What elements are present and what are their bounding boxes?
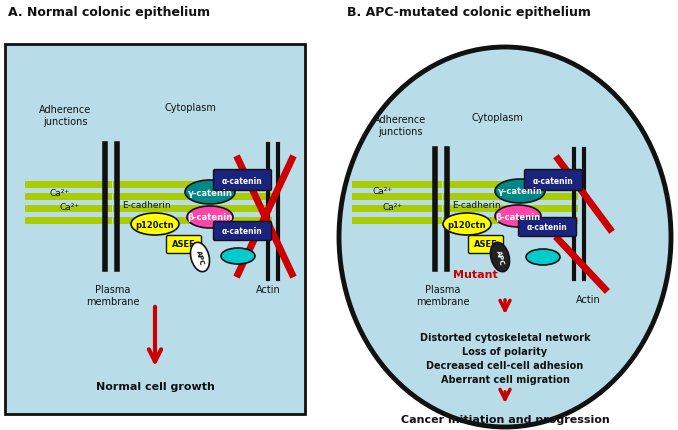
- Text: Decreased cell-cell adhesion: Decreased cell-cell adhesion: [426, 360, 584, 370]
- Text: Mutant: Mutant: [453, 269, 498, 280]
- Ellipse shape: [187, 206, 233, 228]
- Ellipse shape: [131, 214, 179, 236]
- Text: A. Normal colonic epithelium: A. Normal colonic epithelium: [8, 6, 210, 19]
- Text: Ca²⁺: Ca²⁺: [383, 202, 403, 211]
- Text: γ-catenin: γ-catenin: [498, 187, 542, 196]
- Text: ASEF: ASEF: [172, 240, 196, 249]
- Text: Loss of polarity: Loss of polarity: [462, 346, 548, 356]
- Text: B. APC-mutated colonic epithelium: B. APC-mutated colonic epithelium: [347, 6, 591, 19]
- Text: E-cadherin: E-cadherin: [122, 200, 171, 209]
- Text: Ca²⁺: Ca²⁺: [60, 203, 80, 212]
- FancyBboxPatch shape: [214, 222, 271, 241]
- Text: Adherence
junctions: Adherence junctions: [374, 115, 426, 136]
- Text: Cancer initiation and progression: Cancer initiation and progression: [401, 414, 610, 424]
- Text: Plasma
membrane: Plasma membrane: [86, 284, 140, 306]
- Text: ASEF: ASEF: [474, 240, 498, 249]
- Ellipse shape: [490, 243, 510, 272]
- Text: p120ctn: p120ctn: [447, 220, 486, 229]
- FancyBboxPatch shape: [214, 170, 271, 191]
- Text: Normal cell growth: Normal cell growth: [96, 381, 214, 391]
- FancyBboxPatch shape: [167, 236, 201, 254]
- Text: Actin: Actin: [576, 294, 601, 304]
- Text: γ-catenin: γ-catenin: [188, 188, 233, 197]
- Text: β-catenin: β-catenin: [187, 213, 233, 222]
- Text: α-catenin: α-catenin: [222, 176, 262, 185]
- FancyBboxPatch shape: [468, 236, 504, 254]
- Text: Cytoplasm: Cytoplasm: [471, 113, 523, 123]
- Ellipse shape: [185, 181, 235, 205]
- Text: Actin: Actin: [256, 284, 281, 294]
- Text: α-catenin: α-catenin: [527, 223, 567, 232]
- Ellipse shape: [495, 206, 541, 227]
- Text: Aberrant cell migration: Aberrant cell migration: [441, 374, 570, 384]
- FancyBboxPatch shape: [519, 218, 576, 237]
- Ellipse shape: [495, 180, 545, 203]
- Text: α-catenin: α-catenin: [222, 227, 262, 236]
- Ellipse shape: [221, 249, 255, 264]
- Ellipse shape: [191, 243, 210, 272]
- Text: Ca²⁺: Ca²⁺: [373, 187, 393, 196]
- Text: β-catenin: β-catenin: [496, 212, 540, 221]
- Text: Cytoplasm: Cytoplasm: [164, 103, 216, 113]
- Text: Adherence
junctions: Adherence junctions: [39, 105, 91, 126]
- Text: Plasma
membrane: Plasma membrane: [416, 284, 470, 306]
- Ellipse shape: [443, 214, 491, 236]
- Text: Ca²⁺: Ca²⁺: [50, 189, 70, 198]
- Text: APC: APC: [195, 249, 205, 266]
- Ellipse shape: [526, 249, 560, 265]
- Ellipse shape: [339, 48, 671, 427]
- Text: α-catenin: α-catenin: [533, 176, 574, 185]
- Text: Distorted cytoskeletal network: Distorted cytoskeletal network: [420, 332, 591, 342]
- Bar: [5, 45, 305, 414]
- FancyBboxPatch shape: [525, 170, 582, 191]
- Text: E-cadherin: E-cadherin: [452, 200, 500, 209]
- Text: APC: APC: [495, 249, 505, 266]
- Text: p120ctn: p120ctn: [136, 220, 174, 229]
